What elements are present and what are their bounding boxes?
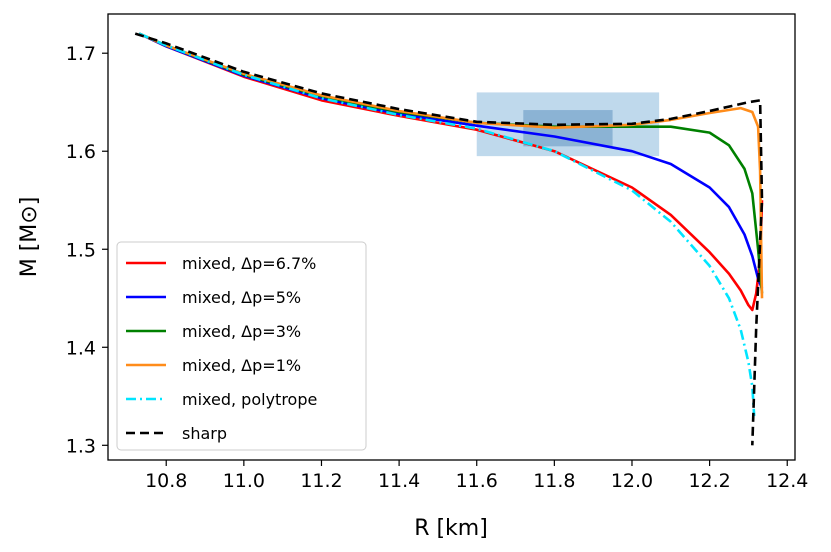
x-tick-label: 11.2: [300, 470, 342, 492]
y-axis: 1.3 1.4 1.5 1.6 1.7: [66, 43, 108, 457]
legend-label-4: mixed, Δp=1%: [182, 356, 301, 375]
legend: mixed, Δp=6.7% mixed, Δp=5% mixed, Δp=3% mi…: [116, 241, 367, 451]
legend-label-1: mixed, Δp=6.7%: [182, 254, 316, 273]
x-tick-label: 11.4: [378, 470, 420, 492]
x-tick-label: 11.6: [456, 470, 498, 492]
legend-label-6: sharp: [182, 424, 227, 443]
x-tick-label: 12.2: [688, 470, 730, 492]
y-tick-label: 1.4: [66, 337, 96, 359]
legend-label-5: mixed, polytrope: [182, 390, 317, 409]
y-axis-label: M [M⊙]: [17, 197, 42, 278]
series-line-1: [138, 32, 764, 312]
y-tick-label: 1.5: [66, 239, 96, 261]
y-tick-label: 1.3: [66, 435, 96, 457]
series-line-5: [138, 32, 756, 416]
x-tick-label: 12.4: [766, 470, 808, 492]
y-tick-label: 1.7: [66, 43, 96, 65]
legend-label-3: mixed, Δp=3%: [182, 322, 301, 341]
x-tick-label: 12.0: [611, 470, 653, 492]
legend-label-2: mixed, Δp=5%: [182, 288, 301, 307]
legend-box: [116, 241, 367, 451]
curve-layer: [134, 32, 764, 446]
x-tick-label: 11.0: [223, 470, 265, 492]
x-tick-label: 10.8: [145, 470, 187, 492]
x-axis-label: R [km]: [414, 516, 488, 541]
x-axis: 10.8 11.0 11.2 11.4 11.6 11.8 12.0 12.2 12.4: [145, 460, 808, 492]
x-tick-label: 11.8: [533, 470, 575, 492]
plot-frame: [107, 13, 796, 461]
series-line-6: [134, 32, 764, 446]
y-tick-label: 1.6: [66, 141, 96, 163]
